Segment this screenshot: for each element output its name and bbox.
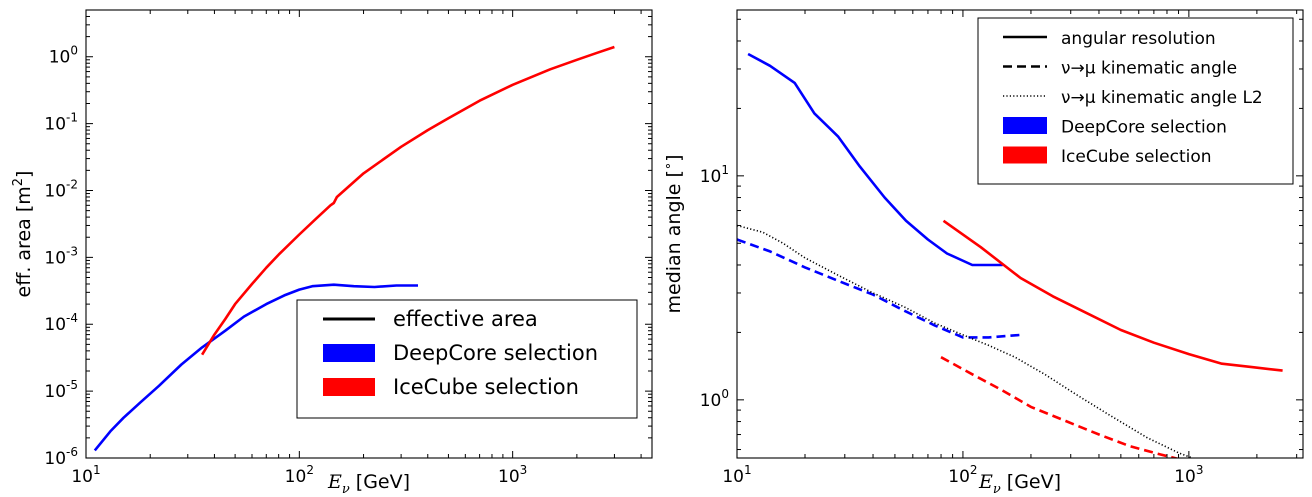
legend-label: effective area: [393, 307, 538, 331]
x-tick-label: 102: [285, 463, 314, 487]
x-tick-label: 103: [1174, 463, 1203, 487]
legend-label: DeepCore selection: [1061, 118, 1227, 138]
ticks: [736, 10, 1303, 458]
legend-label: angular resolution: [1061, 29, 1216, 49]
series-group: [737, 52, 1283, 458]
legend-swatch: [323, 344, 375, 362]
legend-label: ν→μ kinematic angle: [1061, 59, 1237, 79]
legend: angular resolution ν→μ kinematic angle ν→μ…: [977, 17, 1294, 185]
x-axis-label: Eν [GeV]: [978, 471, 1061, 497]
y-axis-label: eff. area [m2]: [11, 171, 35, 298]
legend-swatch: [323, 378, 375, 396]
legend-label: IceCube selection: [393, 375, 579, 399]
legend-label: DeepCore selection: [393, 341, 598, 365]
ticks: [85, 9, 652, 459]
legend-swatch: [1003, 117, 1047, 134]
y-tick-label: 10-4: [44, 311, 78, 335]
legend: effective area DeepCore selection IceCube …: [296, 299, 638, 419]
y-tick-label: 10-1: [44, 111, 78, 135]
legend-swatch: [1003, 146, 1047, 164]
series-line-1: [942, 219, 1283, 372]
right-panel-median-angle: 101 102 103 100 101 Eν [GeV] median angle [∘] a…: [661, 9, 1304, 497]
series-line-2: [737, 238, 1021, 339]
series-line-0: [747, 52, 1003, 267]
plot-frame: [736, 9, 1304, 459]
left-panel-effective-area: 101 102 103 10-6 10-5 10-4 10-3 10-2 10-1 100 Eν […: [11, 9, 653, 497]
y-axis-label: median angle [∘]: [661, 155, 685, 314]
y-tick-label: 10-6: [44, 445, 78, 469]
x-tick-label: 101: [71, 463, 100, 487]
y-tick-label: 101: [700, 163, 729, 187]
x-tick-label: 102: [948, 463, 977, 487]
legend-label: IceCube selection: [1061, 147, 1212, 167]
series-line-3: [940, 356, 1180, 458]
x-axis-label: Eν [GeV]: [327, 471, 410, 497]
series-line-0: [93, 283, 418, 452]
y-tick-label: 100: [700, 387, 729, 411]
y-tick-label: 10-5: [44, 378, 78, 402]
series-line-4: [737, 224, 1195, 458]
y-tick-label: 10-3: [44, 244, 78, 268]
y-tick-label: 10-2: [44, 177, 78, 201]
x-tick-label: 101: [722, 463, 751, 487]
x-tick-label: 103: [498, 463, 527, 487]
y-tick-label: 100: [49, 44, 78, 68]
plot-frame: [85, 9, 653, 459]
legend-label: ν→μ kinematic angle L2: [1061, 88, 1263, 108]
series-group: [93, 45, 615, 452]
series-line-1: [200, 45, 615, 356]
